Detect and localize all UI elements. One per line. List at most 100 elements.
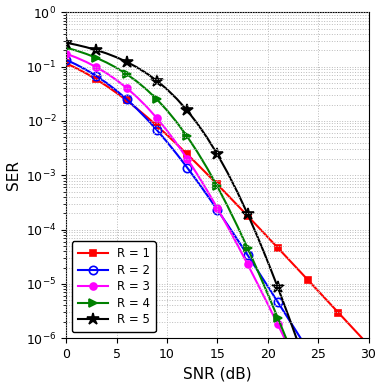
R = 1 [265,235,270,240]
R = 4 [144,87,149,92]
R = 2 [316,364,320,368]
R = 4 [185,134,189,139]
R = 1 [175,142,179,147]
R = 1 [185,152,189,156]
R = 2 [255,268,260,273]
R = 5 [255,235,260,239]
R = 2 [104,80,109,85]
R = 4 [286,340,290,345]
R = 4 [195,149,199,154]
R = 1 [114,91,119,95]
R = 2 [296,332,300,336]
R = 5 [94,48,99,52]
R = 2 [275,300,280,305]
R = 2 [195,179,199,183]
R = 4 [215,184,220,189]
R = 4 [104,60,109,65]
R = 3 [84,60,89,64]
R = 3 [144,104,149,109]
R = 1 [64,61,68,66]
R = 3 [205,188,210,193]
R = 1 [134,106,139,111]
R = 1 [155,123,159,128]
R = 4 [255,268,260,273]
R = 1 [104,84,109,88]
R = 2 [84,68,89,72]
R = 5 [245,212,250,216]
R = 5 [114,55,119,60]
R = 3 [104,71,109,75]
R = 1 [125,98,129,103]
R = 5 [144,71,149,76]
R = 5 [175,97,179,101]
R = 5 [275,285,280,290]
R = 5 [265,259,270,264]
R = 3 [195,172,199,176]
R = 4 [175,120,179,125]
R = 4 [155,97,159,102]
R = 3 [225,224,230,229]
R = 4 [114,65,119,70]
R = 1 [165,133,169,137]
R = 1 [245,214,250,218]
R = 4 [74,48,79,53]
R = 2 [326,380,330,385]
R = 1 [275,245,280,250]
R = 5 [225,170,230,175]
R = 1 [84,71,89,76]
R = 1 [235,203,240,208]
R = 3 [125,86,129,90]
R = 3 [215,206,220,211]
R = 1 [74,66,79,70]
R = 2 [205,193,210,198]
R = 3 [275,322,280,327]
Line: R = 3: R = 3 [63,50,372,387]
R = 2 [74,62,79,67]
R = 2 [94,74,99,78]
R = 1 [306,278,310,283]
R = 5 [205,135,210,140]
R = 3 [94,65,99,70]
R = 3 [175,142,179,146]
R = 2 [245,253,250,257]
R = 3 [74,55,79,60]
R = 3 [245,262,250,267]
R = 5 [215,152,220,157]
R = 5 [286,312,290,317]
R = 1 [225,192,230,197]
R = 5 [74,43,79,47]
R = 3 [306,385,310,387]
R = 2 [235,238,240,242]
R = 3 [255,282,260,286]
R = 1 [296,267,300,272]
R = 2 [175,152,179,157]
R = 1 [144,115,149,119]
R = 5 [296,340,300,345]
R = 4 [84,51,89,56]
R = 5 [134,65,139,70]
R = 4 [165,108,169,113]
Line: R = 1: R = 1 [63,60,372,349]
R = 5 [125,60,129,64]
R = 2 [306,348,310,352]
R = 2 [185,165,189,170]
Line: R = 5: R = 5 [60,36,375,387]
R = 4 [94,56,99,60]
R = 2 [215,207,220,212]
R = 5 [155,79,159,83]
R = 3 [155,116,159,120]
R = 1 [356,332,361,337]
R = 5 [165,87,169,92]
Line: R = 4: R = 4 [62,43,373,387]
R = 5 [306,369,310,373]
R = 1 [205,172,210,176]
R = 5 [64,40,68,45]
R = 4 [225,204,230,208]
R = 2 [125,97,129,101]
Legend: R = 1, R = 2, R = 3, R = 4, R = 5: R = 1, R = 2, R = 3, R = 4, R = 5 [72,241,156,332]
R = 3 [64,51,68,56]
R = 3 [265,302,270,307]
R = 3 [165,128,169,133]
R = 1 [94,77,99,82]
R = 1 [366,343,371,348]
